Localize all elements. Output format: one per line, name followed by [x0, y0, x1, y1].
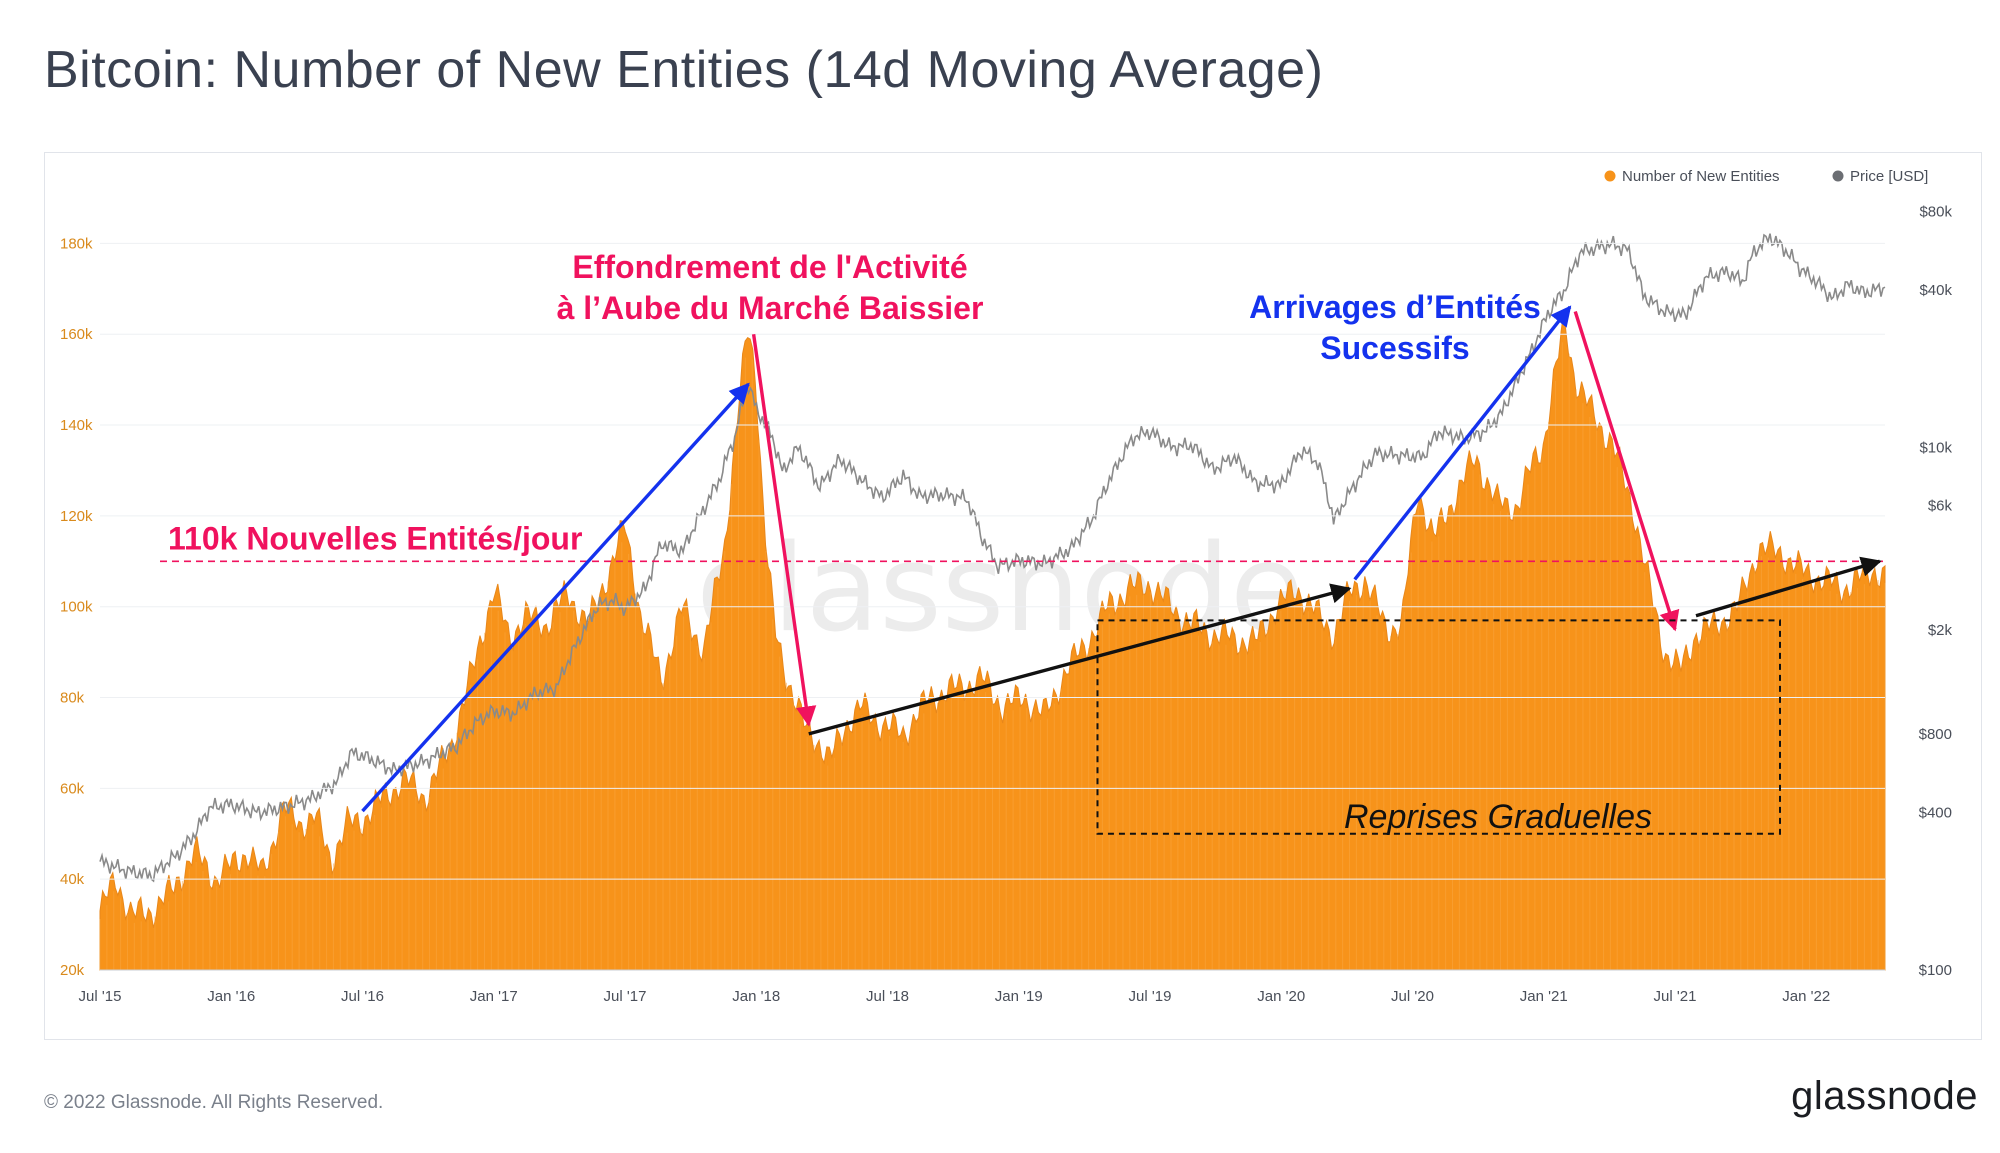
legend: Number of New Entities Price [USD] — [1604, 168, 1928, 185]
trend-arrow-blue — [1353, 305, 1572, 581]
annotation-text: à l’Aube du Marché Baissier — [557, 290, 984, 326]
x-tick-label: Jul '20 — [1391, 988, 1434, 1005]
x-tick-label: Jan '18 — [732, 988, 780, 1005]
legend-label: Number of New Entities — [1622, 168, 1780, 185]
annotation-text: Sucessifs — [1320, 330, 1469, 366]
x-tick-label: Jan '19 — [995, 988, 1043, 1005]
page-title: Bitcoin: Number of New Entities (14d Mov… — [44, 41, 1324, 99]
chart-frame — [44, 152, 1982, 1040]
x-tick-label: Jul '17 — [604, 988, 647, 1005]
y-right-tick-label: $800 — [1919, 726, 1952, 743]
y-left-tick-label: 80k — [60, 690, 85, 707]
y-right-tick-label: $80k — [1919, 203, 1952, 220]
x-tick-label: Jan '22 — [1782, 988, 1830, 1005]
y-left-tick-label: 180k — [60, 235, 93, 252]
annotation-text: Effondrement de l'Activité — [572, 249, 967, 285]
x-tick-label: Jan '20 — [1257, 988, 1305, 1005]
entities-area-layer — [99, 312, 1886, 971]
y-left-tick-label: 120k — [60, 508, 93, 525]
y-right-tick-label: $10k — [1919, 439, 1952, 456]
y-left-tick-label: 40k — [60, 871, 85, 888]
y-right-tick-label: $100 — [1919, 962, 1952, 979]
legend-price-marker — [1832, 170, 1844, 182]
trend-arrow-black — [808, 583, 1352, 736]
y-right-tick-label: $40k — [1919, 282, 1952, 299]
x-tick-label: Jan '17 — [470, 988, 518, 1005]
trend-arrow-red — [751, 333, 817, 727]
y-left-tick-label: 160k — [60, 326, 93, 343]
y-right-tick-label: $400 — [1919, 805, 1952, 822]
x-tick-label: Jul '15 — [79, 988, 122, 1005]
legend-label: Price [USD] — [1850, 168, 1928, 185]
y-right-tick-label: $6k — [1928, 497, 1953, 514]
reference-line-layer: 110k Nouvelles Entités/jour — [160, 520, 1885, 563]
y-left-tick-label: 60k — [60, 780, 85, 797]
x-tick-label: Jul '16 — [341, 988, 384, 1005]
trend-arrow-red — [1573, 311, 1680, 632]
y-right-tick-label: $2k — [1928, 622, 1953, 639]
arrows-layer — [361, 305, 1882, 835]
legend-entities-marker — [1604, 170, 1616, 182]
y-left-tick-label: 20k — [60, 962, 85, 979]
brand-logo: glassnode — [1791, 1074, 1978, 1118]
trend-arrow-black — [1695, 556, 1882, 618]
reference-line-label: 110k Nouvelles Entités/jour — [168, 520, 582, 556]
x-tick-label: Jul '18 — [866, 988, 909, 1005]
x-tick-label: Jul '19 — [1129, 988, 1172, 1005]
x-tick-label: Jan '16 — [207, 988, 255, 1005]
annotations-layer: Effondrement de l'Activité à l’Aube du Ma… — [557, 249, 1652, 836]
y-left-tick-label: 140k — [60, 417, 93, 434]
annotation-text: Arrivages d’Entités — [1249, 289, 1541, 325]
footer-copyright: © 2022 Glassnode. All Rights Reserved. — [44, 1092, 384, 1113]
x-tick-label: Jul '21 — [1654, 988, 1697, 1005]
trend-arrow-blue — [361, 382, 750, 813]
x-tick-label: Jan '21 — [1520, 988, 1568, 1005]
y-left-tick-label: 100k — [60, 599, 93, 616]
recovery-box — [1096, 619, 1781, 835]
annotation-text: Reprises Graduelles — [1344, 798, 1652, 836]
axes: 20k 40k 60k 80k 100k 120k 140k 160k 180k $100 $400… — [60, 203, 1952, 1005]
